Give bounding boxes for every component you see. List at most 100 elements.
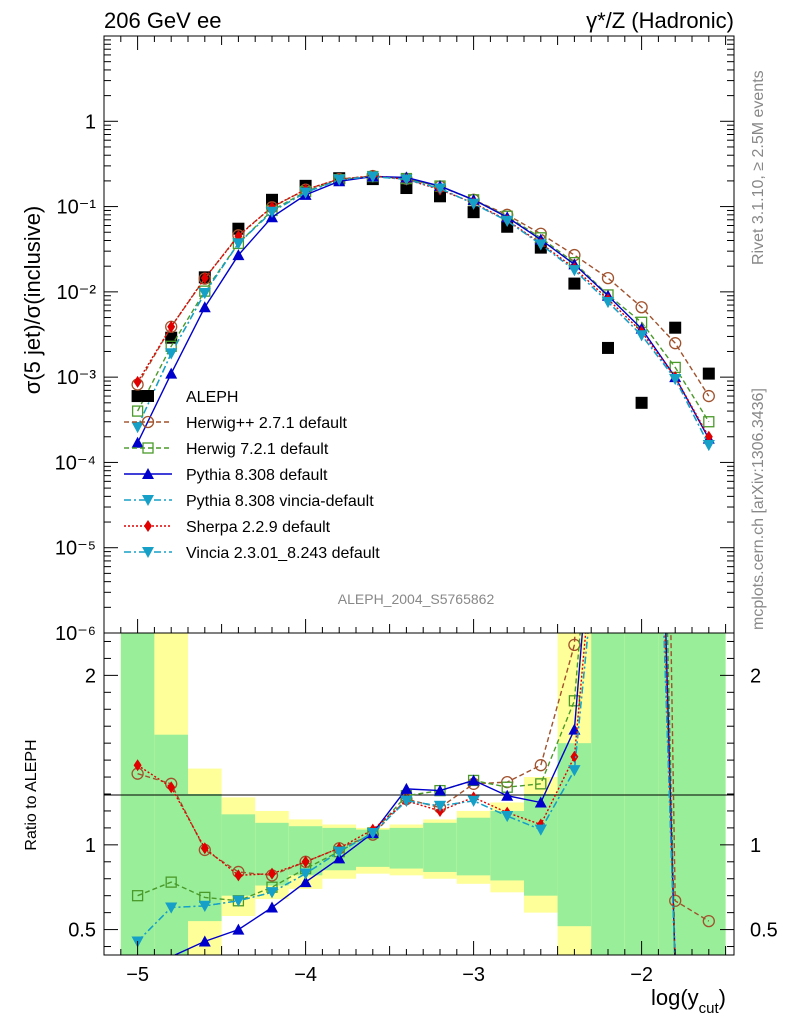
legend-marker-3 [142,468,154,479]
main-point-1-14 [601,271,615,285]
main-point-6-13 [568,265,581,277]
main-point-0-13 [568,277,581,290]
ratio-point-1-0 [131,890,144,902]
ratio-point-5-4 [266,887,278,899]
main-point-0-10 [467,206,480,219]
ratio-point-5-3 [232,895,245,907]
ratio-point-0-13 [568,638,581,652]
ratio-point-1-12 [535,778,547,790]
main-line-3 [136,175,710,444]
legend-marker-4 [142,495,154,506]
legend-label-1: Herwig++ 2.7.1 default [186,415,348,432]
main-point-6-0 [131,422,144,434]
ratio-series-2 [173,633,676,955]
ratio-point-4-0 [133,759,142,772]
main-ylabel: σ(5 jet)/σ(inclusive) [20,206,45,395]
ratio-point-5-12 [534,824,547,836]
ratio-point-4-13 [570,750,579,763]
side-label-bottom: mcplots.cern.ch [arXiv:1306.3436] [750,388,767,630]
ratio-line-1 [137,633,676,955]
legend-marker-2 [142,442,154,454]
watermark: ALEPH_2004_S5765862 [338,591,495,607]
band-stat-3 [221,814,256,896]
ratio-ytick-label-left-1: 1 [85,835,96,857]
ratio-point-4-5 [301,855,310,868]
legend-label-2: Herwig 7.2.1 default [186,441,329,458]
ratio-point-0-17 [702,914,715,928]
main-point-0-17 [702,367,715,380]
main-line-2 [136,175,710,423]
ratio-point-0-12 [534,759,547,772]
main-point-2-17 [703,416,715,428]
main-point-6-14 [602,297,614,309]
legend-label-3: Pythia 8.308 default [186,467,328,484]
main-line-6 [136,175,710,446]
ratio-point-4-2 [200,842,209,855]
xtick-label-1: −4 [294,964,317,986]
main-series-1 [131,169,715,403]
ratio-point-5-6 [333,846,346,858]
main-point-0-3 [232,222,245,235]
svg-text:log(ycut): log(ycut) [651,985,726,1017]
ratio-point-2-12 [534,796,547,808]
ratio-point-5-7 [366,827,379,839]
ratio-point-2-10 [467,774,480,786]
main-point-0-16 [669,321,682,334]
legend-entry-2: Herwig 7.2.1 default [124,441,329,458]
legend-entry-4: Pythia 8.308 vincia-default [124,493,374,510]
main-point-0-9 [434,190,446,203]
main-point-1-16 [669,337,682,350]
main-ytick-label-3: 10⁻³ [57,367,97,389]
legend: ALEPH Herwig++ 2.7.1 default Herwig 7.2.1 … [124,389,380,562]
band-stat-15 [624,633,659,955]
band-stat-5 [288,826,323,876]
main-point-5-2 [200,272,209,285]
legend-label-6: Vincia 2.3.01_8.243 default [186,545,380,562]
main-ytick-label-2: 10⁻⁴ [55,452,96,474]
ratio-point-4-4 [268,867,276,880]
main-point-1-15 [635,301,648,314]
ratio-point-0-16 [669,894,682,907]
band-stat-11 [490,810,524,881]
main-point-5-1 [167,320,176,333]
main-point-3-2 [198,301,211,313]
main-series-4 [131,171,715,452]
legend-label-0: ALEPH [186,389,238,406]
legend-label-5: Sherpa 2.2.9 default [186,519,331,536]
main-point-6-3 [232,238,245,250]
ratio-ytick-label-right-2: 2 [750,665,761,687]
ratio-series-layer [131,633,715,955]
legend-entry-0: ALEPH [142,389,238,406]
main-point-5-0 [133,375,142,388]
ratio-point-4-3 [234,869,243,882]
legend-marker-6 [142,547,154,558]
main-ytick-label-6: 1 [85,111,96,133]
ratio-point-2-4 [266,901,278,913]
legend-marker-5 [144,520,152,532]
band-stat-0 [120,633,155,955]
ratio-point-2-13 [568,723,581,735]
main-point-6-15 [635,330,648,342]
main-point-6-8 [400,174,413,186]
ratio-point-2-8 [400,782,413,794]
ratio-point-2-3 [232,923,245,935]
band-stat-17 [692,633,726,955]
main-point-1-17 [702,389,715,403]
ratio-line-2 [173,633,676,955]
ratio-point-5-1 [165,902,178,914]
ratio-point-5-10 [467,795,480,807]
main-point-6-1 [165,348,178,360]
ratio-point-5-5 [299,868,312,880]
ratio-point-4-1 [167,781,176,794]
ratio-point-2-11 [501,789,514,801]
header-left: 206 GeV ee [104,8,221,33]
main-ticks: 10⁻⁶ 10⁻⁵ 10⁻⁴ 10⁻³ 10⁻² 10⁻¹ 1 [55,35,734,645]
ratio-panel: 0.5 0.5 1 1 2 2 −5 −4 −3 −2 Ratio to ALEPH log(yc… [23,632,778,1017]
band-stat-10 [456,817,491,876]
ratio-point-5-2 [198,900,211,912]
band-stat-14 [591,633,625,955]
main-ytick-label-0: 10⁻⁶ [55,623,96,645]
band-stat-8 [389,827,424,869]
main-point-6-5 [299,187,312,199]
ratio-point-5-11 [501,811,514,823]
